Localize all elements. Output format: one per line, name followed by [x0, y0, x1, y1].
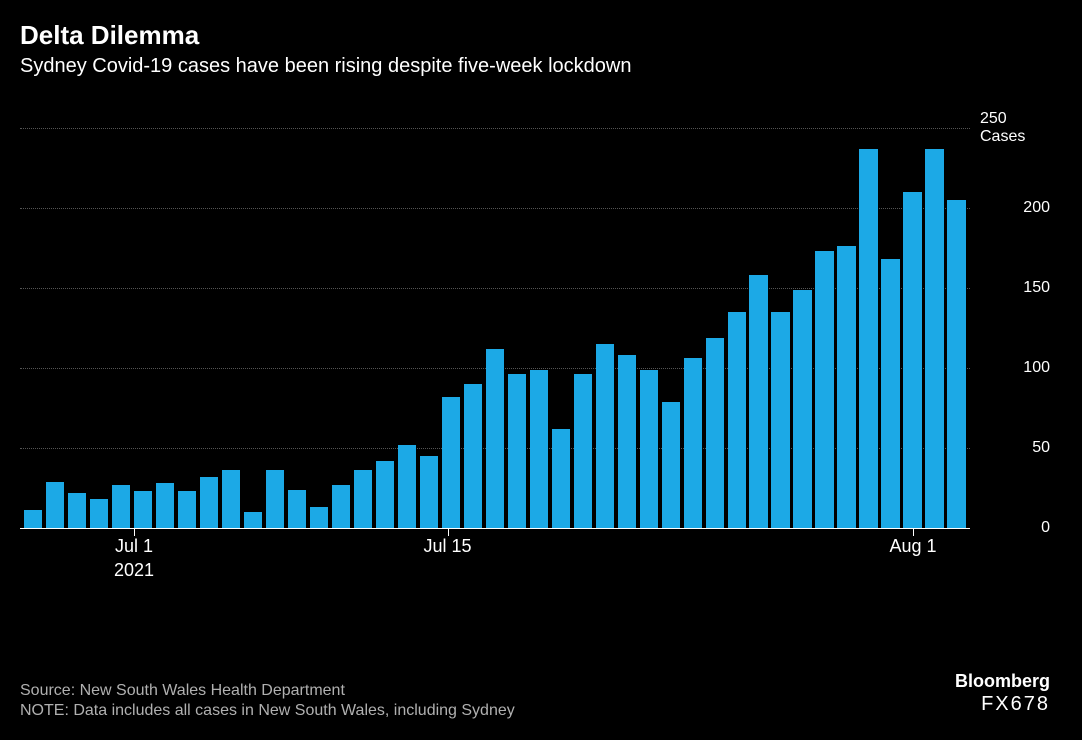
data-bar	[46, 482, 64, 528]
data-bar	[486, 349, 504, 528]
x-tick-label: Jul 15	[423, 536, 471, 557]
data-bar	[596, 344, 614, 528]
x-tick-mark	[134, 528, 135, 536]
data-bar	[859, 149, 877, 528]
data-bar	[793, 290, 811, 528]
data-bar	[156, 483, 174, 528]
y-tick-label: 100	[1023, 359, 1050, 377]
data-bar	[684, 358, 702, 528]
data-bar	[178, 491, 196, 528]
chart-area: 050100150200250 Cases Jul 12021Jul 15Aug…	[20, 98, 1060, 568]
data-bar	[815, 251, 833, 528]
data-bar	[947, 200, 965, 528]
y-axis-labels: 050100150200250 Cases	[980, 128, 1060, 528]
data-bar	[112, 485, 130, 528]
data-bar	[837, 246, 855, 528]
data-bar	[266, 470, 284, 528]
y-tick-label: 150	[1023, 279, 1050, 297]
data-bar	[771, 312, 789, 528]
data-bar	[552, 429, 570, 528]
chart-subtitle: Sydney Covid-19 cases have been rising d…	[20, 55, 1082, 78]
data-bar	[728, 312, 746, 528]
bars-group	[20, 128, 970, 528]
data-bar	[530, 370, 548, 528]
data-bar	[310, 507, 328, 528]
data-bar	[508, 374, 526, 528]
data-bar	[244, 512, 262, 528]
chart-title: Delta Dilemma	[20, 20, 1082, 51]
data-bar	[420, 456, 438, 528]
plot-area	[20, 128, 970, 528]
y-tick-label: 0	[1041, 519, 1050, 537]
data-bar	[464, 384, 482, 528]
data-bar	[640, 370, 658, 528]
data-bar	[68, 493, 86, 528]
data-bar	[881, 259, 899, 528]
x-tick-mark	[448, 528, 449, 536]
data-bar	[662, 402, 680, 528]
x-tick-mark	[913, 528, 914, 536]
footer: Source: New South Wales Health Departmen…	[20, 682, 1062, 720]
data-bar	[618, 355, 636, 528]
data-bar	[442, 397, 460, 528]
x-axis-line	[20, 528, 970, 529]
data-bar	[200, 477, 218, 528]
y-tick-label: 200	[1023, 199, 1050, 217]
data-bar	[903, 192, 921, 528]
data-bar	[354, 470, 372, 528]
data-bar	[376, 461, 394, 528]
chart-container: Delta Dilemma Sydney Covid-19 cases have…	[0, 0, 1082, 740]
data-bar	[749, 275, 767, 528]
code-label: FX678	[981, 693, 1050, 716]
data-bar	[332, 485, 350, 528]
data-bar	[222, 470, 240, 528]
data-bar	[134, 491, 152, 528]
x-axis-labels: Jul 1 2021 Jul 15 Aug 1	[20, 536, 970, 586]
data-bar	[706, 338, 724, 528]
data-bar	[925, 149, 943, 528]
x-tick-label: Aug 1	[889, 536, 936, 557]
x-year-label: 2021	[114, 560, 154, 581]
note-text: NOTE: Data includes all cases in New Sou…	[20, 702, 1062, 720]
data-bar	[288, 490, 306, 528]
source-text: Source: New South Wales Health Departmen…	[20, 682, 1062, 700]
data-bar	[574, 374, 592, 528]
data-bar	[90, 499, 108, 528]
y-tick-label: 250 Cases	[980, 110, 1050, 146]
data-bar	[398, 445, 416, 528]
y-tick-label: 50	[1032, 439, 1050, 457]
x-tick-label: Jul 1	[115, 536, 153, 557]
brand-label: Bloomberg	[955, 671, 1050, 692]
data-bar	[24, 510, 42, 528]
